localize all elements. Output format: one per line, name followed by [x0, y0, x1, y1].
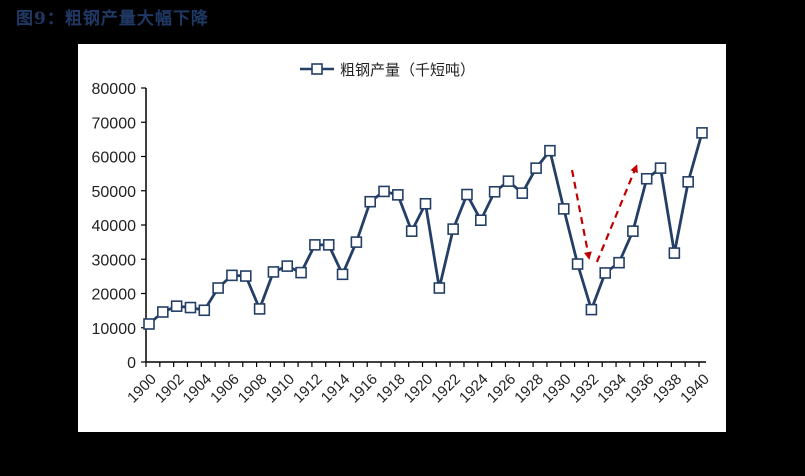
data-point-marker: [170, 300, 183, 312]
y-axis-ticks: 0 10000 20000 30000 40000 50000 60000 70000 8000…: [92, 81, 146, 372]
x-tick-label: 1940: [677, 371, 713, 407]
data-point-marker: [184, 301, 197, 314]
x-tick-label: 1920: [401, 371, 437, 407]
y-tick-label: 50000: [92, 184, 137, 201]
down-arrow-icon: [570, 169, 592, 260]
x-tick-label: 1906: [207, 371, 243, 407]
data-point-marker: [239, 270, 252, 282]
x-tick-label: 1910: [262, 371, 298, 407]
x-tick-label: 1918: [373, 371, 409, 407]
x-tick-label: 1914: [318, 371, 354, 407]
data-point-marker: [405, 225, 418, 237]
data-point-marker: [378, 185, 390, 198]
data-point-marker: [585, 303, 598, 316]
data-point-marker: [143, 318, 155, 330]
y-tick-label: 70000: [92, 115, 137, 132]
data-point-marker: [682, 176, 694, 188]
data-point-marker: [696, 127, 708, 139]
x-tick-label: 1924: [456, 371, 492, 407]
figure-title: 图9：粗钢产量大幅下降: [16, 9, 209, 29]
series-line: [148, 132, 704, 326]
y-tick-label: 60000: [92, 150, 137, 167]
data-point-marker: [309, 239, 321, 251]
line-chart: 粗钢产量（千短吨） 0 10000 20000 30000 40000 50000 6000…: [92, 62, 713, 406]
data-series: [143, 127, 708, 330]
data-point-marker: [613, 256, 625, 269]
x-tick-label: 1904: [180, 371, 216, 407]
axes: [145, 88, 706, 363]
chart-panel: 粗钢产量（千短吨） 0 10000 20000 30000 40000 50000 6000…: [78, 44, 726, 432]
data-point-marker: [474, 214, 487, 227]
data-point-marker: [350, 236, 363, 248]
data-point-marker: [488, 185, 501, 198]
y-tick-label: 0: [127, 355, 136, 372]
data-point-marker: [599, 267, 612, 279]
data-point-marker: [419, 197, 432, 210]
data-point-marker: [267, 266, 280, 278]
x-tick-label: 1932: [567, 371, 603, 407]
legend-label: 粗钢产量（千短吨）: [340, 62, 475, 79]
x-tick-label: 1902: [152, 371, 188, 407]
data-point-marker: [253, 303, 266, 315]
data-point-marker: [336, 268, 349, 281]
x-tick-label: 1930: [539, 371, 575, 407]
x-tick-label: 1934: [594, 371, 630, 407]
y-tick-label: 30000: [92, 252, 137, 269]
legend-marker-icon: [311, 63, 323, 75]
y-tick-label: 10000: [92, 321, 137, 338]
chart-legend: 粗钢产量（千短吨）: [300, 62, 475, 79]
x-tick-label: 1936: [622, 371, 658, 407]
data-point-marker: [571, 258, 584, 270]
data-point-marker: [544, 144, 556, 157]
data-point-marker: [447, 223, 459, 235]
data-point-marker: [461, 188, 473, 201]
data-point-marker: [516, 187, 529, 199]
data-point-marker: [157, 306, 169, 318]
x-tick-label: 1926: [484, 371, 520, 407]
x-tick-label: 1938: [650, 371, 686, 407]
x-axis-ticks: 1900190219041906190819101912191419161918…: [124, 362, 713, 406]
data-point-marker: [281, 260, 294, 272]
x-tick-label: 1912: [290, 371, 326, 407]
x-tick-label: 1928: [511, 371, 547, 407]
data-point-marker: [295, 266, 307, 279]
data-point-marker: [502, 175, 515, 187]
up-arrow-icon: [595, 164, 638, 263]
data-point-marker: [212, 282, 224, 294]
y-tick-label: 40000: [92, 218, 137, 235]
data-point-marker: [627, 225, 639, 237]
data-point-marker: [668, 247, 681, 259]
data-point-marker: [364, 195, 377, 208]
data-point-marker: [226, 269, 238, 282]
y-tick-label: 80000: [92, 81, 137, 98]
data-point-marker: [322, 239, 335, 251]
data-point-marker: [654, 162, 667, 174]
x-tick-label: 1916: [345, 371, 381, 407]
x-tick-label: 1922: [428, 371, 464, 407]
data-point-marker: [557, 203, 570, 215]
data-point-marker: [392, 189, 404, 201]
trend-arrows: [570, 164, 638, 263]
data-point-marker: [640, 172, 653, 185]
data-point-marker: [530, 162, 542, 174]
y-tick-label: 20000: [92, 287, 137, 304]
x-tick-label: 1900: [124, 371, 160, 407]
data-point-marker: [198, 304, 211, 317]
x-tick-label: 1908: [235, 371, 271, 407]
data-point-marker: [433, 282, 446, 294]
